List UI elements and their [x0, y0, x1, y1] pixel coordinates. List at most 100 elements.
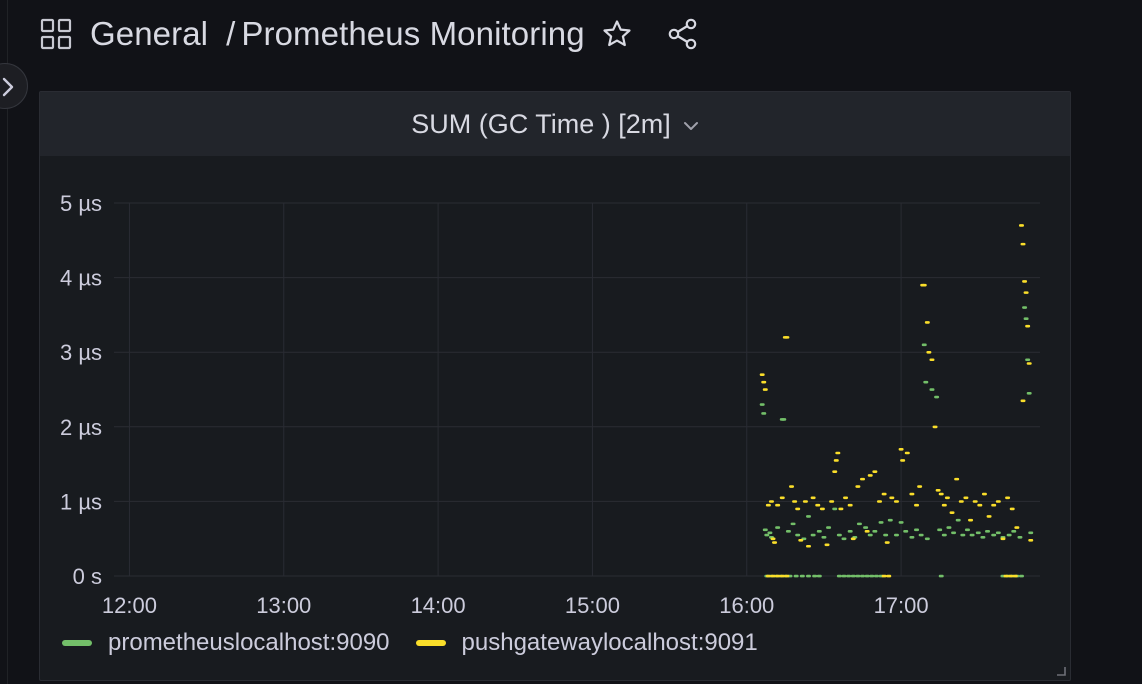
data-point [1012, 574, 1018, 578]
data-point [836, 574, 842, 578]
data-point [856, 522, 862, 526]
data-point [850, 537, 856, 541]
data-point [790, 522, 796, 526]
data-point [761, 380, 767, 384]
legend-item-prometheus[interactable]: prometheuslocalhost:9090 [62, 629, 390, 657]
data-point [863, 526, 869, 529]
data-point [887, 518, 893, 522]
data-point [779, 496, 785, 500]
panel-resize-handle[interactable] [1056, 666, 1066, 676]
data-point [775, 503, 781, 507]
x-tick-label: 17:00 [874, 593, 929, 618]
legend-item-pushgateway[interactable]: pushgatewaylocalhost:9091 [415, 629, 758, 657]
legend-label: prometheuslocalhost:9090 [108, 629, 390, 656]
data-point [977, 503, 983, 507]
data-point [881, 574, 887, 578]
data-point [944, 496, 950, 500]
data-point [873, 574, 879, 578]
legend-swatch-green [62, 640, 92, 646]
data-point [1025, 358, 1031, 362]
data-point [935, 489, 941, 492]
data-point [923, 380, 929, 384]
panel-header[interactable]: SUM (GC Time ) [2m] [40, 92, 1070, 156]
data-point [864, 530, 870, 533]
data-point [1018, 574, 1024, 578]
data-point [958, 500, 964, 503]
data-point [946, 526, 952, 529]
data-point [836, 533, 842, 537]
data-point [995, 500, 1001, 503]
data-point [938, 492, 944, 496]
data-point [954, 477, 960, 481]
time-series-chart[interactable]: 0 s 1 µs 2 µs 3 µs 4 µs 5 µs 12:00 13:00 14:00 15… [40, 156, 1070, 626]
data-point [806, 515, 811, 518]
data-point [841, 574, 847, 578]
data-point [826, 526, 832, 529]
data-point [937, 528, 943, 532]
data-point [795, 533, 801, 537]
data-point [924, 321, 930, 324]
data-point [1020, 399, 1026, 403]
data-point [798, 538, 804, 542]
data-point [1020, 242, 1026, 246]
data-point [806, 544, 811, 548]
data-point [775, 574, 781, 578]
data-point [855, 574, 861, 578]
data-point [972, 500, 978, 503]
data-point [860, 477, 866, 481]
data-point [785, 530, 791, 533]
data-point [792, 500, 798, 503]
star-icon [603, 20, 631, 47]
data-point [815, 503, 821, 507]
data-point [764, 533, 770, 537]
data-point [985, 530, 991, 533]
data-point [772, 541, 778, 544]
panel-title[interactable]: SUM (GC Time ) [2m] [411, 108, 671, 139]
data-point [867, 474, 873, 477]
data-point [860, 574, 866, 578]
data-point [903, 530, 909, 533]
data-point [793, 574, 799, 578]
data-point [929, 388, 935, 391]
data-point [884, 541, 890, 544]
data-point [968, 518, 974, 522]
data-point [924, 537, 930, 541]
data-point [784, 574, 790, 578]
breadcrumb-folder[interactable]: General [90, 15, 209, 52]
data-point [832, 507, 838, 511]
data-point [889, 496, 895, 500]
data-point [806, 574, 811, 578]
data-point [781, 418, 787, 421]
data-point [765, 574, 771, 578]
data-point [1023, 317, 1029, 321]
x-tick-label: 15:00 [565, 593, 620, 618]
data-point [824, 543, 830, 547]
data-point [921, 283, 927, 287]
star-dashboard-button[interactable] [595, 12, 639, 56]
data-point [941, 503, 947, 507]
data-point [816, 574, 822, 578]
data-point [909, 492, 915, 496]
data-point [838, 507, 844, 511]
data-point [969, 533, 975, 537]
data-point [1022, 280, 1028, 283]
data-point [855, 485, 861, 488]
data-point [759, 403, 765, 406]
data-point [1005, 496, 1011, 500]
data-point [951, 531, 957, 535]
data-point [770, 537, 776, 541]
data-point [893, 533, 899, 537]
expand-sidebar-button[interactable] [0, 63, 28, 109]
data-point [869, 574, 875, 578]
data-point [1025, 324, 1031, 328]
chevron-down-icon[interactable] [683, 120, 699, 132]
share-dashboard-button[interactable] [661, 12, 705, 56]
data-point [819, 507, 825, 511]
data-point [960, 533, 966, 537]
data-point [898, 447, 904, 451]
data-point [767, 531, 773, 535]
chart-area: 0 s 1 µs 2 µs 3 µs 4 µs 5 µs 12:00 13:00 14:00 15… [40, 156, 1070, 682]
data-point [929, 358, 935, 362]
data-point [878, 521, 884, 524]
x-tick-label: 12:00 [102, 593, 157, 618]
